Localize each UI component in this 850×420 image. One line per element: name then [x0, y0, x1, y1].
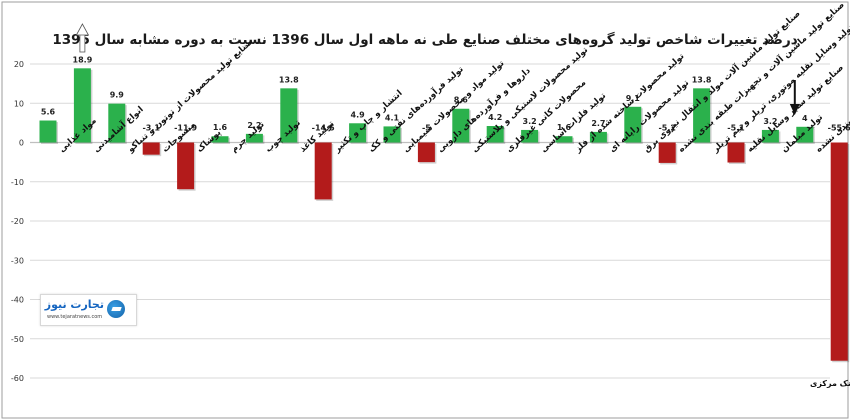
bar: [349, 123, 367, 143]
data-label: -5: [422, 124, 431, 133]
bar: [39, 120, 57, 143]
annotations: [75, 23, 800, 115]
bar: [830, 142, 848, 361]
data-label: 4.1: [385, 113, 400, 122]
data-label: -14.5: [312, 124, 335, 133]
bar: [108, 103, 126, 143]
y-tick-label: 20: [14, 60, 24, 69]
bar: [486, 126, 504, 143]
data-label: -5.1: [727, 124, 745, 133]
bar: [555, 136, 573, 143]
y-tick-label: -40: [11, 296, 24, 305]
data-label: 9.1: [626, 94, 641, 103]
bar: [177, 142, 195, 190]
logo: تجارت نیوز www.tejaratnews.com: [40, 294, 137, 326]
data-label: 8.6: [454, 96, 469, 105]
data-label: 1.6: [557, 123, 572, 132]
up-arrow-head: [75, 23, 90, 36]
data-label: 18.9: [73, 55, 93, 64]
logo-name: تجارت نیوز: [44, 298, 104, 311]
logo-url: www.tejaratnews.com: [47, 314, 103, 320]
gridlines: [30, 63, 830, 379]
data-label: 2.2: [247, 121, 261, 130]
data-label: 4.9: [351, 110, 366, 119]
up-arrow-shaft: [79, 33, 86, 53]
y-tick-label: -20: [11, 217, 24, 226]
bar: [693, 88, 711, 143]
data-label: 13.8: [692, 75, 712, 84]
y-tick-label: -50: [11, 335, 24, 344]
y-tick-label: 10: [14, 99, 24, 108]
data-label: 4.2: [488, 113, 502, 122]
y-tick-label: -60: [11, 374, 24, 383]
bar: [452, 108, 470, 143]
bar: [761, 129, 779, 143]
bar: [658, 142, 676, 163]
bar: [73, 68, 91, 143]
chart-title: درصد تغییرات شاخص تولید گروه‌های مختلف ص…: [52, 31, 797, 48]
bar: [383, 126, 401, 143]
y-axis-ticks: 20 10 0 -10 -20 -30 -40 -50 -60: [11, 60, 24, 383]
y-tick-label: -30: [11, 256, 24, 265]
data-label: -5.2: [658, 124, 676, 133]
bar: [245, 133, 263, 143]
data-label: -55.6: [828, 124, 850, 133]
bar: [796, 126, 814, 143]
up-arrow-icon: [75, 23, 90, 53]
data-label: 3.2: [523, 117, 537, 126]
data-label: 3.2: [763, 117, 777, 126]
data-label: 4: [802, 114, 808, 123]
bar: [280, 88, 298, 143]
bar: [589, 131, 607, 143]
bar: [142, 142, 160, 155]
y-tick-label: 0: [19, 139, 24, 148]
y-tick-label: -10: [11, 178, 24, 187]
source-note: منبع: بانک مرکزی: [810, 379, 850, 388]
data-label: 5.6: [41, 108, 56, 117]
data-label: -11.9: [174, 124, 197, 133]
bar: [211, 136, 229, 143]
bar: [727, 142, 745, 163]
data-labels: 5.6 18.9 9.9 -3.1 -11.9 1.6 2.2 13.8 -14.5 4.9 4.1…: [41, 55, 850, 132]
data-label: -3.1: [142, 124, 160, 133]
data-label: 2.7: [591, 119, 605, 128]
logo-mark-icon: [107, 300, 125, 318]
down-arrow-head: [789, 104, 800, 115]
data-label: 1.6: [213, 123, 228, 132]
bar: [314, 142, 332, 200]
bar: [624, 106, 642, 143]
bars: [39, 68, 850, 363]
bar: [417, 142, 435, 163]
down-arrow-icon: [789, 80, 800, 115]
data-label: 9.9: [110, 91, 125, 100]
data-label: 13.8: [279, 75, 299, 84]
bar: [521, 129, 539, 143]
